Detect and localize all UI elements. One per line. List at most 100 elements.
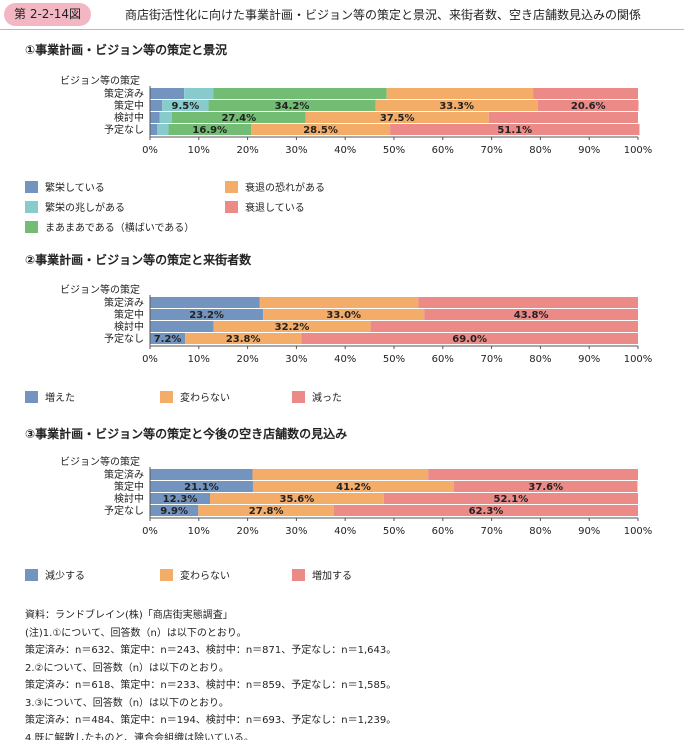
x-tick-label: 40% <box>334 145 356 156</box>
x-tick-label: 70% <box>480 526 502 537</box>
chart-title: ③事業計画・ビジョン等の策定と今後の空き店舗数の見込み <box>25 426 347 441</box>
x-tick-label: 70% <box>480 354 502 365</box>
x-tick-label: 60% <box>432 354 454 365</box>
bar-segment <box>184 88 214 99</box>
legend-swatch <box>225 181 238 193</box>
bar-segment <box>150 469 253 480</box>
bar-segment <box>252 469 429 480</box>
x-tick-label: 30% <box>285 354 307 365</box>
figure-title: 商店街活性化に向けた事業計画・ビジョン等の策定と景況、来街者数、空き店舗数見込み… <box>125 8 642 22</box>
data-label: 69.0% <box>452 334 487 345</box>
x-tick-label: 50% <box>383 354 405 365</box>
legend-label: 減少する <box>45 569 85 582</box>
x-tick-label: 20% <box>236 145 258 156</box>
x-tick-label: 10% <box>188 354 210 365</box>
legend-swatch <box>25 391 38 403</box>
bar-segment <box>390 124 640 135</box>
legend-label: 繁栄している <box>45 181 105 194</box>
note-line: 2.②について、回答数（n）は以下のとおり。 <box>25 662 229 674</box>
bar-segment <box>305 112 489 123</box>
bar-segment <box>162 100 209 111</box>
bar-segment <box>159 112 172 123</box>
legend-label: 増えた <box>45 391 75 404</box>
legend-swatch <box>25 569 38 581</box>
legend-label: 衰退の恐れがある <box>245 181 325 194</box>
bar-segment <box>185 333 302 344</box>
x-tick-label: 0% <box>142 526 158 537</box>
x-tick-label: 20% <box>236 526 258 537</box>
category-label: 予定なし <box>104 504 144 517</box>
data-label: 28.5% <box>303 125 338 136</box>
bar-segment <box>252 481 455 492</box>
category-label: 策定中 <box>114 480 144 493</box>
category-label: 策定済み <box>104 468 144 481</box>
x-tick-label: 60% <box>432 145 454 156</box>
category-label: 検討中 <box>114 492 144 505</box>
x-tick-label: 70% <box>480 145 502 156</box>
bar-segment <box>301 333 638 344</box>
legend-label: 変わらない <box>180 569 230 582</box>
chart-title: ①事業計画・ビジョン等の策定と景況 <box>25 42 227 57</box>
chart-vacant-stores-outlook: ③事業計画・ビジョン等の策定と今後の空き店舗数の見込みビジョン等の策定策定済み策… <box>25 426 653 582</box>
data-label: 20.6% <box>571 101 606 112</box>
x-tick-label: 80% <box>529 145 551 156</box>
data-label: 7.2% <box>154 334 182 345</box>
x-tick-label: 90% <box>578 145 600 156</box>
note-source: 資料：ランドブレイン(株)「商店街実態調査」 <box>25 610 233 621</box>
bar-segment <box>168 124 252 135</box>
legend-swatch <box>292 569 305 581</box>
x-tick-label: 100% <box>624 526 653 537</box>
legend-swatch <box>25 201 38 213</box>
bar-segment <box>150 333 186 344</box>
bar-segment <box>150 321 214 332</box>
note-line: 4.既に解散したものと、連合会組織は除いている。 <box>25 732 254 740</box>
bar-segment <box>251 124 391 135</box>
data-label: 32.2% <box>275 322 310 333</box>
note-line: 3.③について、回答数（n）は以下のとおり。 <box>25 697 229 709</box>
bar-segment <box>386 88 534 99</box>
legend-swatch <box>25 181 38 193</box>
x-tick-label: 10% <box>188 145 210 156</box>
category-label: 策定中 <box>114 308 144 321</box>
note-line: 策定済み：n＝484、策定中：n＝194、検討中：n＝693、予定なし：n＝1,… <box>25 715 397 726</box>
category-label: 検討中 <box>114 320 144 333</box>
x-tick-label: 80% <box>529 526 551 537</box>
data-label: 62.3% <box>469 506 504 517</box>
bar-segment <box>210 493 384 504</box>
category-label: 予定なし <box>104 332 144 345</box>
bar-segment <box>150 297 260 308</box>
data-label: 21.1% <box>184 482 219 493</box>
axis-header-label: ビジョン等の策定 <box>60 74 140 87</box>
chart-title: ②事業計画・ビジョン等の策定と来街者数 <box>25 252 252 267</box>
bar-segment <box>157 124 169 135</box>
bar-segment <box>150 481 253 492</box>
x-tick-label: 30% <box>285 526 307 537</box>
data-label: 23.2% <box>189 310 224 321</box>
legend-label: 増加する <box>312 569 352 582</box>
bar-segment <box>537 100 639 111</box>
note-line: 策定済み：n＝632、策定中：n＝243、検討中：n＝871、予定なし：n＝1,… <box>25 645 397 656</box>
data-label: 33.0% <box>326 310 361 321</box>
data-label: 23.8% <box>226 334 261 345</box>
bar-segment <box>171 112 306 123</box>
x-tick-label: 40% <box>334 526 356 537</box>
x-tick-label: 40% <box>334 354 356 365</box>
figure-header: 第 2-2-14図 商店街活性化に向けた事業計画・ビジョン等の策定と景況、来街者… <box>0 0 684 30</box>
legend-label: まあまあである（横ばいである） <box>45 221 194 234</box>
x-tick-label: 20% <box>236 354 258 365</box>
bar-segment <box>418 297 638 308</box>
data-label: 37.6% <box>528 482 563 493</box>
data-label: 35.6% <box>280 494 315 505</box>
data-label: 27.8% <box>249 506 284 517</box>
x-tick-label: 30% <box>285 145 307 156</box>
header-divider <box>0 29 684 30</box>
x-tick-label: 0% <box>142 354 158 365</box>
note-line: (注)1.①について、回答数（n）は以下のとおり。 <box>25 627 247 639</box>
bar-segment <box>454 481 638 492</box>
legend-swatch <box>292 391 305 403</box>
data-label: 51.1% <box>497 125 532 136</box>
legend-swatch <box>25 221 38 233</box>
data-label: 43.8% <box>514 310 549 321</box>
